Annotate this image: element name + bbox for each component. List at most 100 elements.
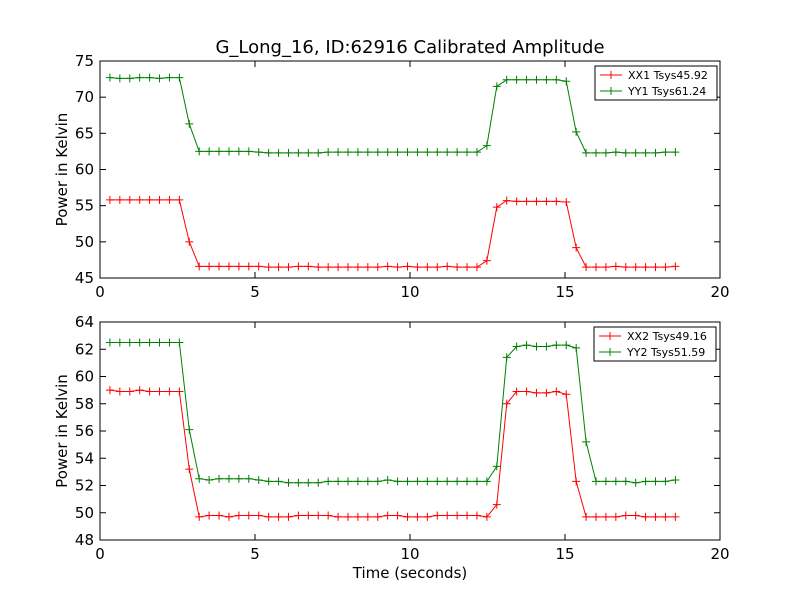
series-1-point (363, 263, 372, 272)
series-2-point (492, 82, 501, 91)
series-2-point (472, 148, 481, 157)
series-1-point (671, 262, 680, 271)
series-1-point (274, 263, 283, 272)
series-2-point (205, 147, 214, 156)
series-1-point (274, 512, 283, 521)
y-axis-label: Power in Kelvin (53, 374, 71, 488)
series-1-point (611, 262, 620, 271)
series-1-point (185, 465, 194, 474)
series-1-point (165, 387, 174, 396)
series-1-point (403, 262, 412, 271)
legend: XX2 Tsys49.16 YY2 Tsys51.59 (593, 326, 717, 362)
series-1-point (175, 387, 184, 396)
series-1-point (334, 263, 343, 272)
series-2-point (472, 477, 481, 486)
series-1-point (572, 243, 581, 252)
series-2-point (463, 477, 472, 486)
series-2-point (264, 477, 273, 486)
y-tick-label: 50 (75, 504, 94, 522)
series-2-point (592, 477, 600, 486)
series-1-point (334, 512, 343, 521)
series-2-point (294, 478, 303, 487)
y-tick-label: 75 (75, 52, 94, 70)
y-tick-label: 50 (75, 233, 94, 251)
series-1-point (155, 387, 164, 396)
series-1-point (611, 512, 620, 521)
series-1-point (264, 263, 273, 272)
legend-entry-1: XX1 Tsys45.92 (600, 69, 708, 82)
legend-swatch-marker (606, 332, 614, 340)
series-1-line (109, 199, 676, 268)
series-2-point (671, 476, 680, 485)
series-1-point (592, 263, 600, 272)
series-2-point (195, 147, 204, 156)
series-1-point (562, 198, 571, 207)
series-2-point (552, 341, 561, 350)
series-1-point (304, 511, 313, 520)
x-tick-label: 10 (400, 545, 419, 563)
series-2-point (234, 474, 243, 483)
series-1-point (443, 262, 452, 271)
y-tick-label: 56 (75, 422, 94, 440)
y-tick-label: 52 (75, 477, 94, 495)
series-2-point (542, 342, 551, 351)
series-1-point (532, 197, 541, 206)
series-2-point (185, 119, 194, 128)
series-2-point (195, 474, 204, 483)
series-1-point (254, 262, 263, 271)
series-2-point (621, 477, 630, 486)
series-2-point (344, 148, 352, 157)
y-axis-label: Power in Kelvin (53, 113, 71, 227)
series-2-point (611, 148, 620, 157)
series-2-point (562, 341, 571, 350)
series-1-point (403, 512, 412, 521)
y-tick-label: 48 (75, 531, 94, 549)
series-1-point (502, 196, 511, 205)
series-1-point (423, 263, 432, 272)
series-1-point (344, 263, 352, 272)
series-2-point (403, 477, 412, 486)
series-2-point (582, 148, 591, 157)
x-tick-label: 15 (555, 545, 574, 563)
series-2-point (115, 74, 124, 83)
legend-box (593, 326, 717, 362)
figure-title: G_Long_16, ID:62916 Calibrated Amplitude (215, 37, 604, 58)
legend-swatch-marker (607, 71, 615, 79)
series-1-point (135, 195, 144, 204)
series-2-point (264, 148, 273, 157)
series-1-point (463, 511, 472, 520)
series-2-point (651, 148, 660, 157)
series-2-group (105, 73, 680, 157)
series-1-point (542, 388, 551, 397)
legend-label: YY2 Tsys51.59 (626, 346, 705, 359)
series-2-point (512, 342, 521, 351)
series-2-point (562, 77, 571, 86)
series-1-point (105, 386, 114, 395)
series-1-point (135, 386, 144, 395)
series-1-point (621, 263, 630, 272)
series-2-point (353, 477, 362, 486)
series-1-point (472, 511, 481, 520)
series-1-point (353, 512, 362, 521)
legend-entry-1: XX2 Tsys49.16 (599, 330, 707, 343)
series-1-point (304, 262, 313, 271)
series-1-point (244, 511, 253, 520)
series-1-point (423, 512, 432, 521)
legend-entry-2: YY2 Tsys51.59 (599, 346, 705, 359)
series-2-point (274, 148, 283, 157)
series-1-point (294, 262, 303, 271)
series-1-point (552, 197, 561, 206)
series-1-point (631, 511, 640, 520)
series-2-point (353, 148, 362, 157)
y-tick-label: 54 (75, 449, 94, 467)
series-1-point (522, 197, 531, 206)
series-2-point (532, 342, 541, 351)
series-2-point (205, 476, 214, 485)
series-2-point (373, 148, 382, 157)
series-1-point (641, 512, 650, 521)
series-1-point (165, 195, 174, 204)
series-1-point (443, 511, 452, 520)
series-2-point (373, 477, 382, 486)
series-2-point (244, 147, 253, 156)
